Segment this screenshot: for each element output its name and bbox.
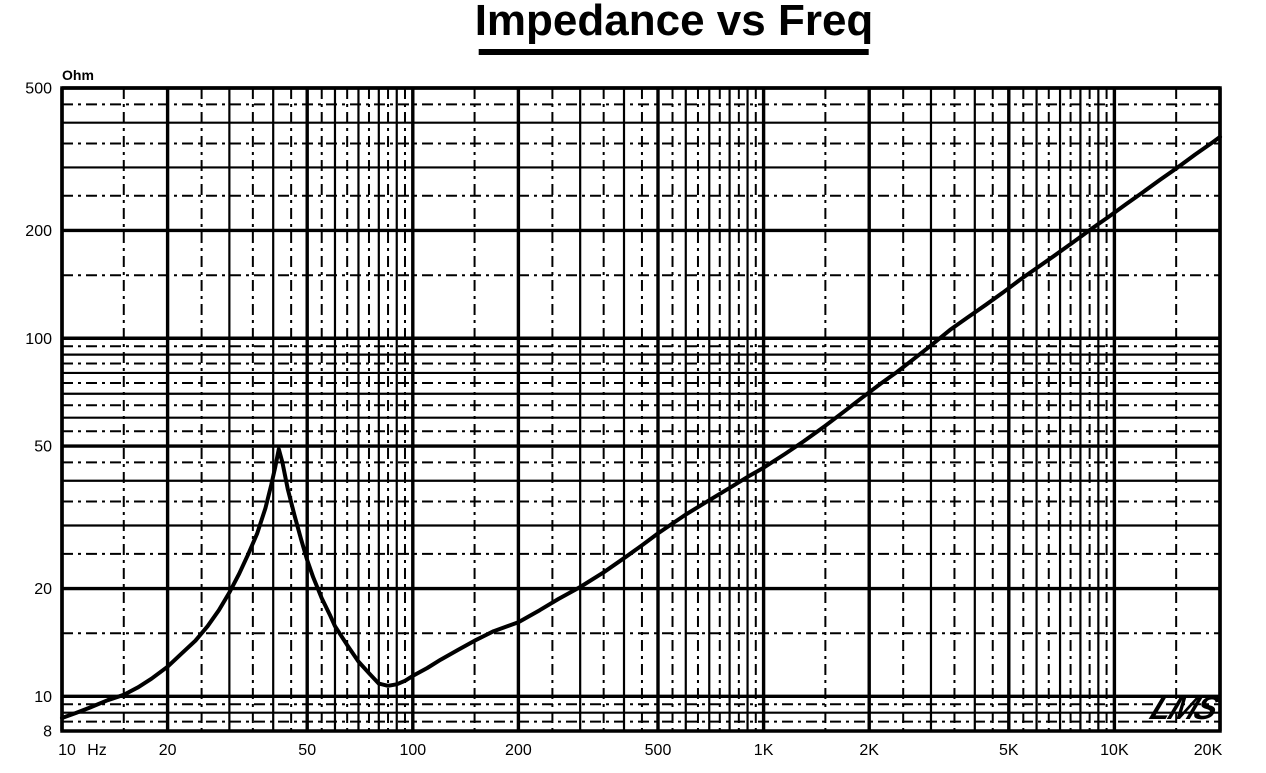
y-tick-label-50: 50 xyxy=(34,439,52,456)
x-tick-label-2K: 2K xyxy=(859,742,879,759)
chart-title-block: Impedance vs Freq xyxy=(474,0,874,55)
x-tick-label-20: 20 xyxy=(159,742,177,759)
y-tick-label-500: 500 xyxy=(25,81,52,98)
x-tick-label-1K: 1K xyxy=(754,742,774,759)
y-tick-label-8: 8 xyxy=(43,724,52,741)
x-axis-unit-label: Hz xyxy=(87,742,107,759)
impedance-curve xyxy=(60,134,1222,720)
title-underline xyxy=(478,49,869,55)
y-tick-label-200: 200 xyxy=(25,223,52,240)
x-tick-label-50: 50 xyxy=(298,742,316,759)
x-tick-label-100: 100 xyxy=(399,742,426,759)
y-tick-label-20: 20 xyxy=(34,581,52,598)
x-tick-label-10K: 10K xyxy=(1100,742,1129,759)
x-tick-label-5K: 5K xyxy=(999,742,1019,759)
lms-logo: LMS xyxy=(1145,690,1226,727)
chart-title: Impedance vs Freq xyxy=(474,0,874,45)
x-tick-label-10: 10 xyxy=(58,742,76,759)
plot-frame xyxy=(60,86,1222,733)
y-tick-label-10: 10 xyxy=(34,689,52,706)
x-tick-label-200: 200 xyxy=(505,742,532,759)
x-tick-label-20K: 20K xyxy=(1194,742,1223,759)
y-axis-unit-label: Ohm xyxy=(62,67,94,83)
y-tick-label-100: 100 xyxy=(25,331,52,348)
x-tick-label-500: 500 xyxy=(645,742,672,759)
